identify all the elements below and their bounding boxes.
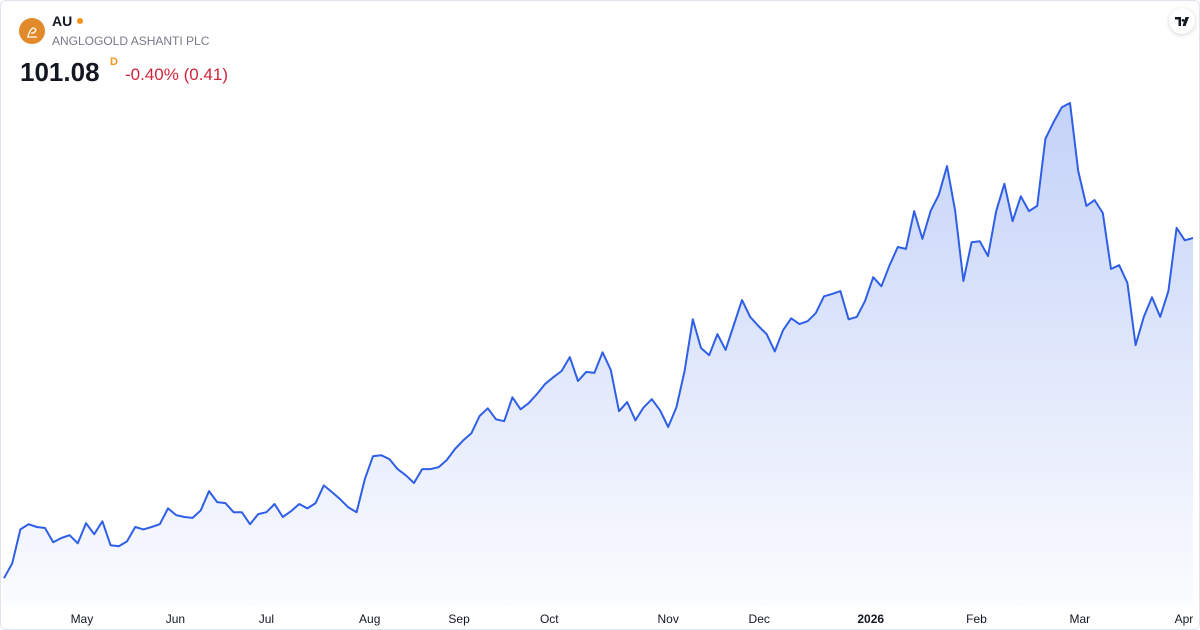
x-tick-label: Jul (259, 612, 274, 626)
x-tick-label: Apr (1175, 612, 1194, 626)
symbol: AU (52, 13, 73, 29)
price-interval: D (110, 56, 118, 68)
x-tick-label: May (71, 612, 94, 626)
status-dot (77, 18, 83, 24)
x-tick-label: Nov (658, 612, 679, 626)
x-tick-label: Aug (359, 612, 380, 626)
company-logo (19, 18, 45, 44)
x-tick-label: 2026 (857, 612, 884, 626)
x-tick-label: Jun (166, 612, 185, 626)
x-tick-label: Sep (448, 612, 470, 626)
x-tick-label: Oct (540, 612, 559, 626)
tradingview-logo[interactable] (1169, 8, 1195, 34)
area-fill (4, 103, 1193, 606)
logo-icon (27, 27, 37, 38)
last-price: 101.08 (20, 57, 100, 87)
x-tick-label: Mar (1070, 612, 1091, 626)
company-name: ANGLOGOLD ASHANTI PLC (52, 34, 210, 48)
tv-icon (1175, 17, 1189, 26)
price-change: -0.40% (0.41) (125, 65, 228, 84)
x-tick-label: Feb (966, 612, 987, 626)
price-line (3, 102, 1194, 579)
x-tick-label: Dec (749, 612, 770, 626)
